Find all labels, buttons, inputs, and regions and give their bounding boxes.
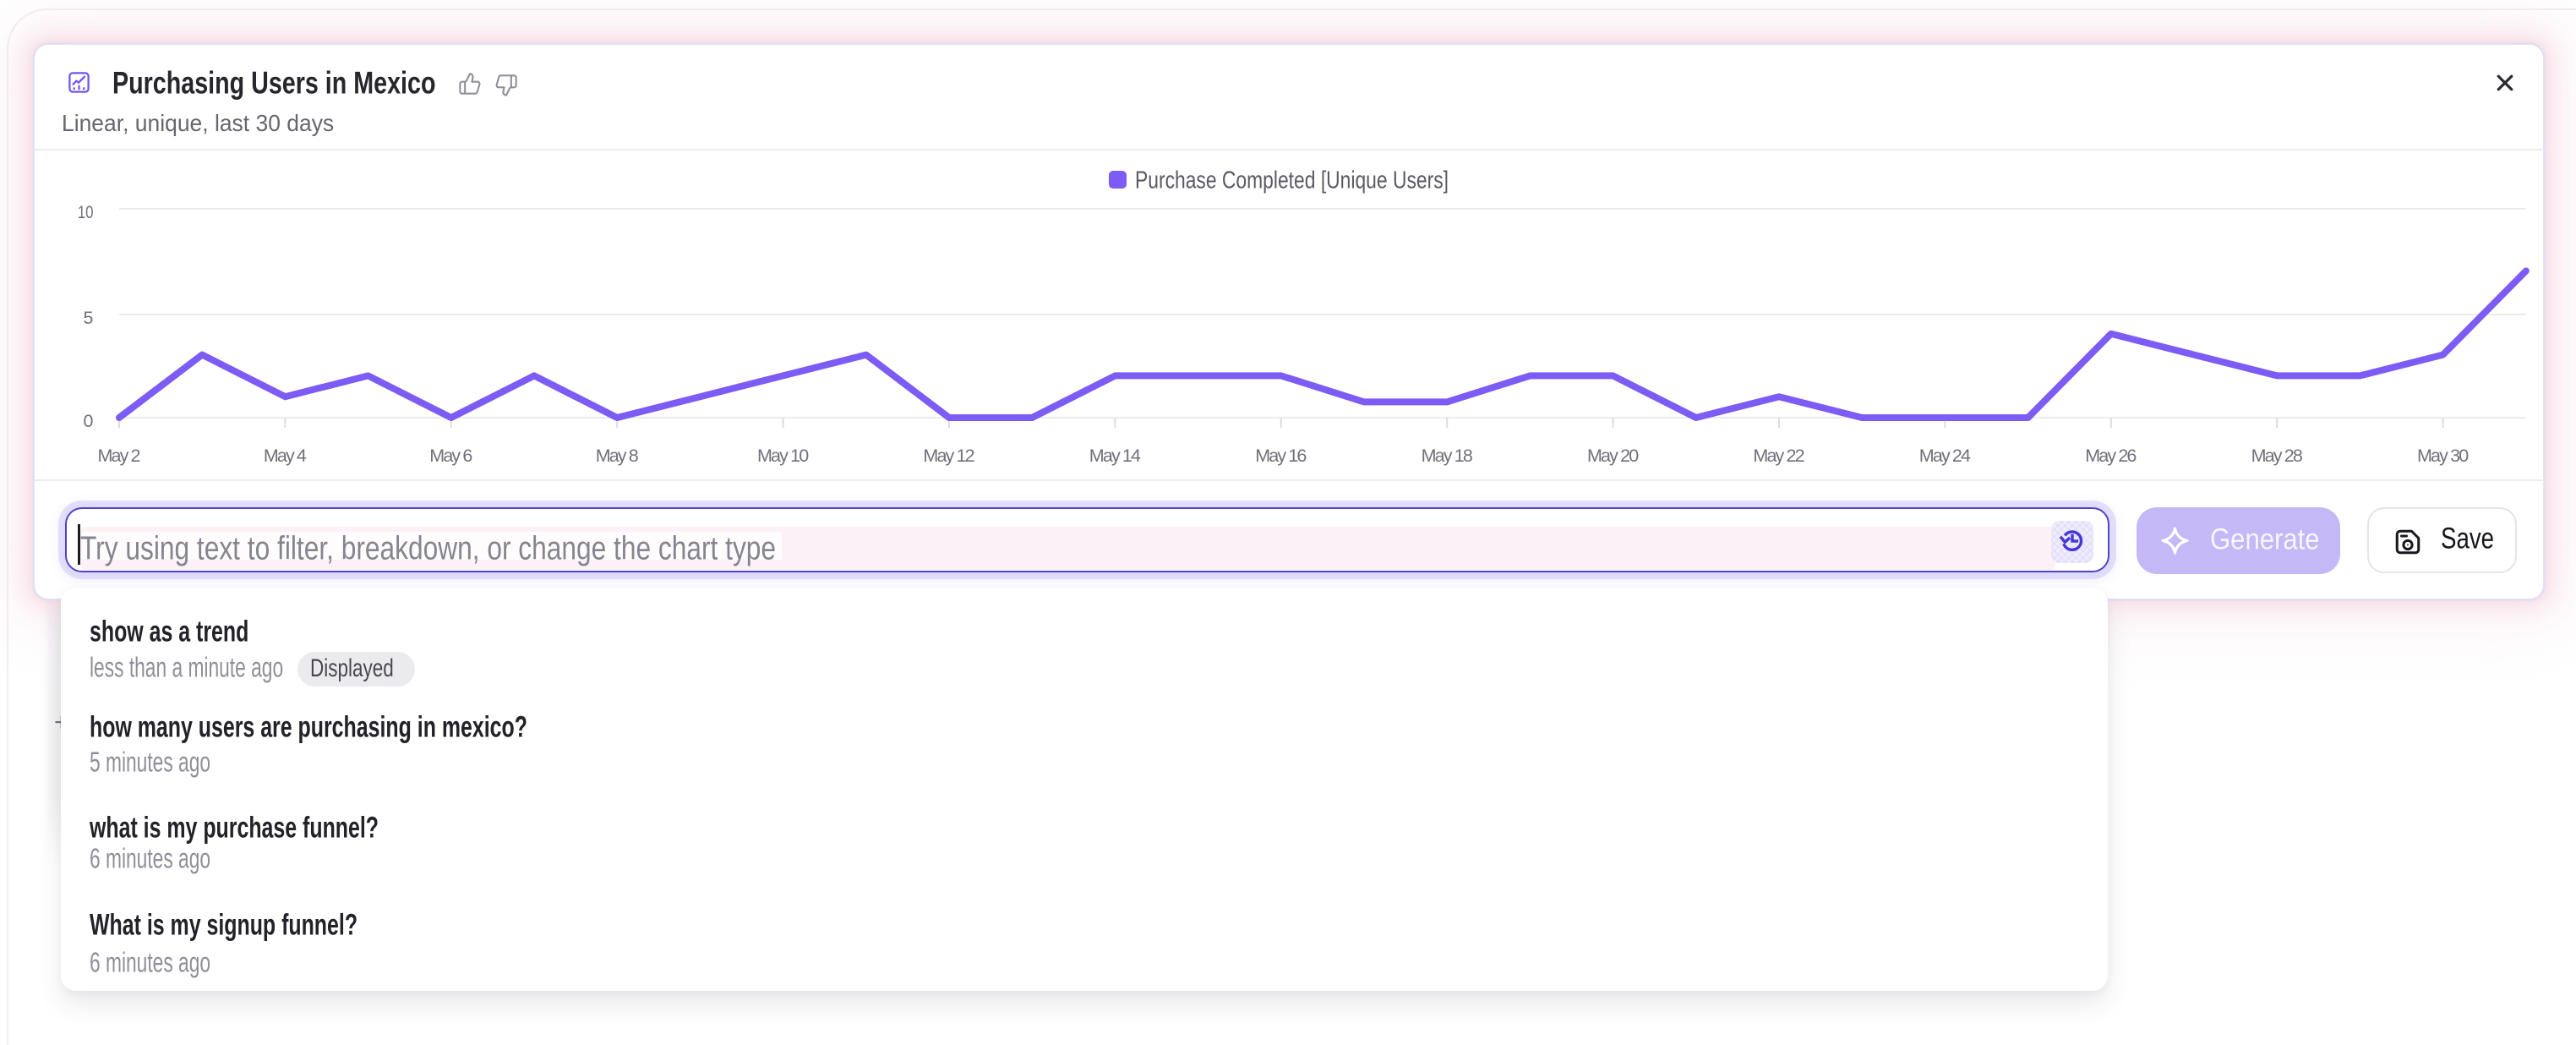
svg-text:May 30: May 30 [2417,446,2469,466]
svg-text:May 18: May 18 [1422,446,1473,466]
svg-text:May 22: May 22 [1753,446,1804,466]
svg-text:May 4: May 4 [264,446,307,466]
svg-text:May 8: May 8 [596,446,639,466]
svg-text:May 28: May 28 [2251,446,2303,466]
svg-text:10: 10 [78,202,94,222]
svg-text:0: 0 [84,411,94,431]
svg-text:May 14: May 14 [1089,446,1141,466]
svg-text:May 12: May 12 [923,446,974,466]
svg-text:May 24: May 24 [1919,446,1971,466]
svg-text:May 16: May 16 [1255,446,1307,466]
svg-text:May 2: May 2 [98,446,141,466]
svg-text:May 10: May 10 [757,446,809,466]
svg-text:May 6: May 6 [429,446,472,466]
svg-text:May 26: May 26 [2085,446,2137,466]
svg-text:5: 5 [84,308,94,328]
svg-text:Purchase Completed [Unique Use: Purchase Completed [Unique Users] [1135,167,1449,194]
svg-text:May 20: May 20 [1587,446,1639,466]
